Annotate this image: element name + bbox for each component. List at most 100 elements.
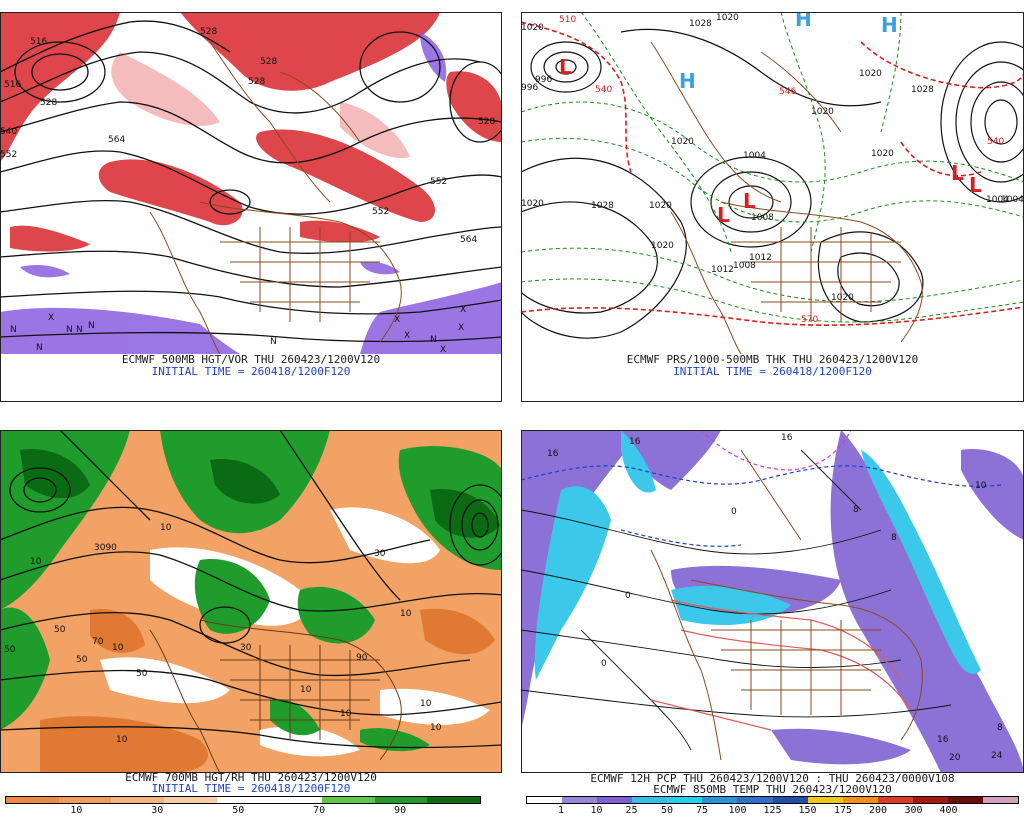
temperature-cold-contours xyxy=(700,430,852,471)
temperature-contours xyxy=(521,449,952,751)
label-8a: 8 xyxy=(853,505,859,515)
rh-saturated-shading xyxy=(20,449,500,538)
geography-outlines xyxy=(650,449,923,761)
colorbar-tick: 50 xyxy=(660,805,674,816)
geography-outlines xyxy=(149,619,402,773)
label-8c: 8 xyxy=(997,723,1003,733)
colorbar-tick: 150 xyxy=(798,805,817,816)
colorbar-tick: 10 xyxy=(590,805,603,816)
label-70a: 70 xyxy=(92,637,104,647)
colorbar-swatch xyxy=(58,797,112,803)
high-marker-1: H xyxy=(679,69,696,93)
label-1004b: 1004 xyxy=(743,151,766,161)
colorbar-swatch xyxy=(527,797,563,803)
label-516: 516 xyxy=(4,80,21,90)
label-1008b: 1008 xyxy=(751,213,774,223)
label-30a: 30 xyxy=(240,643,252,653)
label-n3: N xyxy=(88,321,95,331)
label-996b: 996 xyxy=(521,83,538,93)
colorbar-swatch xyxy=(322,797,375,803)
colorbar-swatch xyxy=(216,797,270,803)
contour-labels: 1020 1020 1028 996 1004 1008 1012 1020 1… xyxy=(521,13,1024,325)
colorbar-tick: 10 xyxy=(70,805,83,816)
label-552c: 552 xyxy=(430,177,447,187)
label-50b: 50 xyxy=(76,655,88,665)
colorbar-swatch xyxy=(842,797,878,803)
label-546: 546 xyxy=(779,87,796,97)
label-10d: 10 xyxy=(300,685,312,695)
label-x4: X xyxy=(460,305,466,315)
label-x3: X xyxy=(404,331,410,341)
label-16d: 16 xyxy=(937,735,949,745)
panel-subtitle: ECMWF 850MB TEMP THU 260423/1200V120 xyxy=(653,783,892,796)
panel-title: ECMWF 500MB HGT/VOR THU 260423/1200V120 xyxy=(121,353,381,366)
label-1020b: 1020 xyxy=(716,13,739,23)
map-prs-thickness: L L L L L H H H 1020 1020 1028 996 1004 … xyxy=(521,12,1024,354)
label-1012: 1012 xyxy=(711,265,734,275)
geography-outlines xyxy=(149,41,402,354)
label-516b: 516 xyxy=(30,37,47,47)
panel-title: ECMWF 12H PCP THU 260423/1200V120 : THU … xyxy=(590,772,955,785)
label-10b: 10 xyxy=(30,557,42,567)
label-20: 20 xyxy=(949,753,961,763)
label-1028c: 1028 xyxy=(911,85,934,95)
colorbar-swatch xyxy=(374,797,428,803)
label-1020f: 1020 xyxy=(651,241,674,251)
colorbar-tick: 200 xyxy=(868,805,888,816)
label-1020c: 1020 xyxy=(811,107,834,117)
label-1020j: 1020 xyxy=(859,69,882,79)
label-10e: 10 xyxy=(340,709,352,719)
label-564: 564 xyxy=(108,135,125,145)
label-8b: 8 xyxy=(891,533,897,543)
colorbar-tick: 1 xyxy=(557,805,565,816)
label-90a: 90 xyxy=(356,653,368,663)
label-n1: N xyxy=(66,325,73,335)
colorbar-swatch xyxy=(807,797,843,803)
panel-title: ECMWF PRS/1000-500MB THK THU 260423/1200… xyxy=(626,353,919,366)
colorbar-tick: 25 xyxy=(625,805,638,816)
panel-initial-time: INITIAL TIME = 260418/1200F120 xyxy=(151,365,351,378)
label-1004c: 1004 xyxy=(986,195,1009,205)
label-552: 552 xyxy=(0,150,17,160)
colorbar-swatch xyxy=(702,797,738,803)
height-contours xyxy=(0,430,502,749)
label-570: 570 xyxy=(801,315,818,325)
colorbar-ticks: 1 10 25 50 75 100 125 150 175 200 300 40… xyxy=(526,805,1019,819)
colorbar-swatch xyxy=(772,797,808,803)
thickness-contours-red xyxy=(521,21,1024,326)
map-500mb-hgt-vor: 516 528 540 552 564 552 528 528 528 516 … xyxy=(0,12,502,354)
colorbar-swatches xyxy=(526,796,1019,804)
label-x2: X xyxy=(394,315,400,325)
colorbar-swatch xyxy=(427,797,481,803)
geography-outlines xyxy=(650,41,923,354)
label-10: 10 xyxy=(975,481,987,491)
temperature-zero-contour xyxy=(521,465,1002,547)
label-552b: 552 xyxy=(372,207,389,217)
label-10c: 10 xyxy=(112,643,124,653)
colorbar-tick: 30 xyxy=(151,805,164,816)
colorbar-tick: 100 xyxy=(728,805,747,816)
height-contours xyxy=(0,20,502,343)
label-10i: 10 xyxy=(160,523,172,533)
pressure-centers: L L L L L H H H xyxy=(559,12,982,227)
label-1028a: 1028 xyxy=(689,19,712,29)
label-528d: 528 xyxy=(200,27,217,37)
label-16c: 16 xyxy=(781,433,793,443)
label-10h: 10 xyxy=(400,609,412,619)
label-1020d: 1020 xyxy=(521,199,544,209)
colorbar-swatch xyxy=(111,797,165,803)
label-0a: 0 xyxy=(731,507,737,517)
colorbar-tick: 175 xyxy=(833,805,853,816)
panel-700mb-hgt-rh: 10 10 10 10 10 10 10 10 10 30 50 50 50 5… xyxy=(0,430,502,819)
low-marker-5: L xyxy=(969,173,982,197)
colorbar-swatch xyxy=(983,797,1019,803)
colorbar-ticks: 10 30 50 70 90 xyxy=(5,805,481,819)
label-24: 24 xyxy=(991,751,1003,761)
rh-colorbar: 10 30 50 70 90 xyxy=(5,796,481,819)
label-10g: 10 xyxy=(430,723,442,733)
panel-title: ECMWF 700MB HGT/RH THU 260423/1200V120 xyxy=(125,771,377,784)
colorbar-swatches xyxy=(5,796,481,804)
label-50a: 50 xyxy=(4,645,16,655)
label-x6: X xyxy=(458,323,464,333)
label-3090: 3090 xyxy=(94,543,117,553)
